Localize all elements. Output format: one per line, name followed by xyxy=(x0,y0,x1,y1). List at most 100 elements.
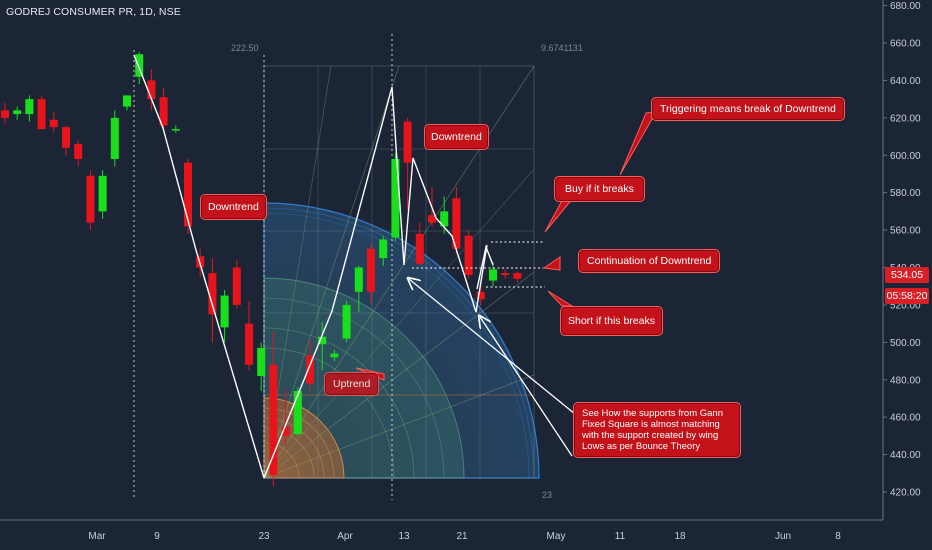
buy-callout[interactable]: Buy if it breaks xyxy=(554,176,645,202)
price-tick-label: 500.00 xyxy=(890,338,921,349)
candle-body xyxy=(440,211,449,227)
price-tick-label: 440.00 xyxy=(890,450,921,461)
candle xyxy=(245,301,253,371)
candle-body xyxy=(135,54,144,77)
candle xyxy=(86,170,95,231)
candle-body xyxy=(379,239,388,259)
price-tick-label: 620.00 xyxy=(890,113,921,124)
trend-lines xyxy=(133,54,494,479)
price-tick-label: 460.00 xyxy=(890,413,921,424)
uptrend-callout[interactable]: Uptrend xyxy=(324,372,380,396)
candle xyxy=(98,170,107,219)
candle-body xyxy=(513,273,522,279)
candle xyxy=(354,265,363,313)
bounce-theory-note[interactable]: See How the supports from Gann Fixed Squ… xyxy=(573,402,741,458)
candle xyxy=(147,69,156,111)
candle-body xyxy=(220,295,229,328)
candle xyxy=(208,258,217,343)
candle-body xyxy=(415,233,424,264)
note-arrows xyxy=(409,279,576,457)
candle-body xyxy=(25,99,34,115)
time-tick-label: 11 xyxy=(615,531,626,542)
candle xyxy=(25,95,34,122)
countdown-badge: 05:58:20 xyxy=(885,288,929,304)
candle-body xyxy=(62,127,70,148)
candle xyxy=(489,261,497,287)
candle-body xyxy=(342,304,351,339)
candle xyxy=(74,140,83,167)
price-tick-label: 420.00 xyxy=(890,488,921,499)
candle xyxy=(476,286,485,305)
candle xyxy=(37,95,46,130)
candle-body xyxy=(489,269,497,281)
gann-label-ratio: 9.6741131 xyxy=(541,43,583,53)
continuation-callout[interactable]: Continuation of Downtrend xyxy=(578,249,721,273)
candle-body xyxy=(293,390,302,435)
candle xyxy=(1,102,9,124)
time-tick-label: 18 xyxy=(674,531,686,542)
candle-body xyxy=(281,426,290,436)
time-tick-label: May xyxy=(547,531,566,542)
candle-body xyxy=(13,110,22,115)
price-tick-label: 680.00 xyxy=(890,1,921,12)
candle-body xyxy=(428,215,436,223)
candle-body xyxy=(110,117,119,159)
candle-body xyxy=(147,80,156,100)
candle xyxy=(123,95,131,111)
triggering-callout[interactable]: Triggering means break of Downtrend xyxy=(651,97,845,121)
candle xyxy=(220,289,229,343)
candle xyxy=(110,110,119,167)
last-price-badge: 534.05 xyxy=(885,267,929,283)
candle xyxy=(513,271,522,283)
candle-body xyxy=(245,323,253,365)
candle-body xyxy=(403,121,412,163)
candle-body xyxy=(476,291,485,300)
candle-body xyxy=(49,119,58,128)
time-axis[interactable]: Mar 9 23 Apr 13 21 May 11 18 Jun 8 xyxy=(88,531,841,542)
candle-body xyxy=(367,248,375,292)
downtrend-callout-left[interactable]: Downtrend xyxy=(200,194,267,220)
time-tick-label: 13 xyxy=(398,531,410,542)
downtrend-callout-right[interactable]: Downtrend xyxy=(424,124,489,150)
price-tick-label: 580.00 xyxy=(890,188,921,199)
candle xyxy=(13,106,22,120)
candle xyxy=(159,87,168,130)
candle-body xyxy=(98,175,107,212)
candle-body xyxy=(1,110,9,118)
candle-body xyxy=(123,95,131,107)
time-tick-label: Mar xyxy=(88,531,106,542)
candle xyxy=(391,153,400,242)
candle xyxy=(171,125,180,133)
time-tick-label: Apr xyxy=(337,531,353,542)
candle-body xyxy=(257,347,266,377)
short-callout[interactable]: Short if this breaks xyxy=(560,306,663,336)
candle-body xyxy=(464,235,473,275)
breakout-levels xyxy=(412,241,545,288)
candle-body xyxy=(171,129,180,131)
candle-body xyxy=(391,158,400,238)
candle xyxy=(415,222,424,266)
candle xyxy=(501,269,510,279)
candle xyxy=(232,260,241,309)
candle-body xyxy=(452,198,461,249)
price-tick-label: 480.00 xyxy=(890,375,921,386)
symbol-title: GODREJ CONSUMER PR, 1D, NSE xyxy=(6,6,181,18)
candle-body xyxy=(208,273,217,315)
price-tick-label: 600.00 xyxy=(890,151,921,162)
candle xyxy=(367,245,375,304)
price-tick-label: 640.00 xyxy=(890,76,921,87)
candle xyxy=(257,342,266,391)
price-tick-label: 560.00 xyxy=(890,226,921,237)
time-tick-label: 21 xyxy=(456,531,468,542)
price-axis[interactable]: 420.00440.00460.00480.00500.00520.00540.… xyxy=(883,1,921,499)
candle-body xyxy=(184,162,192,227)
gann-label-price: 222.50 xyxy=(231,43,259,53)
candle xyxy=(269,331,278,487)
gann-fixed-square xyxy=(263,65,540,479)
price-tick-label: 520.00 xyxy=(890,300,921,311)
candle xyxy=(403,117,412,210)
time-tick-label: 23 xyxy=(258,531,270,542)
price-tick-label: 660.00 xyxy=(890,39,921,50)
